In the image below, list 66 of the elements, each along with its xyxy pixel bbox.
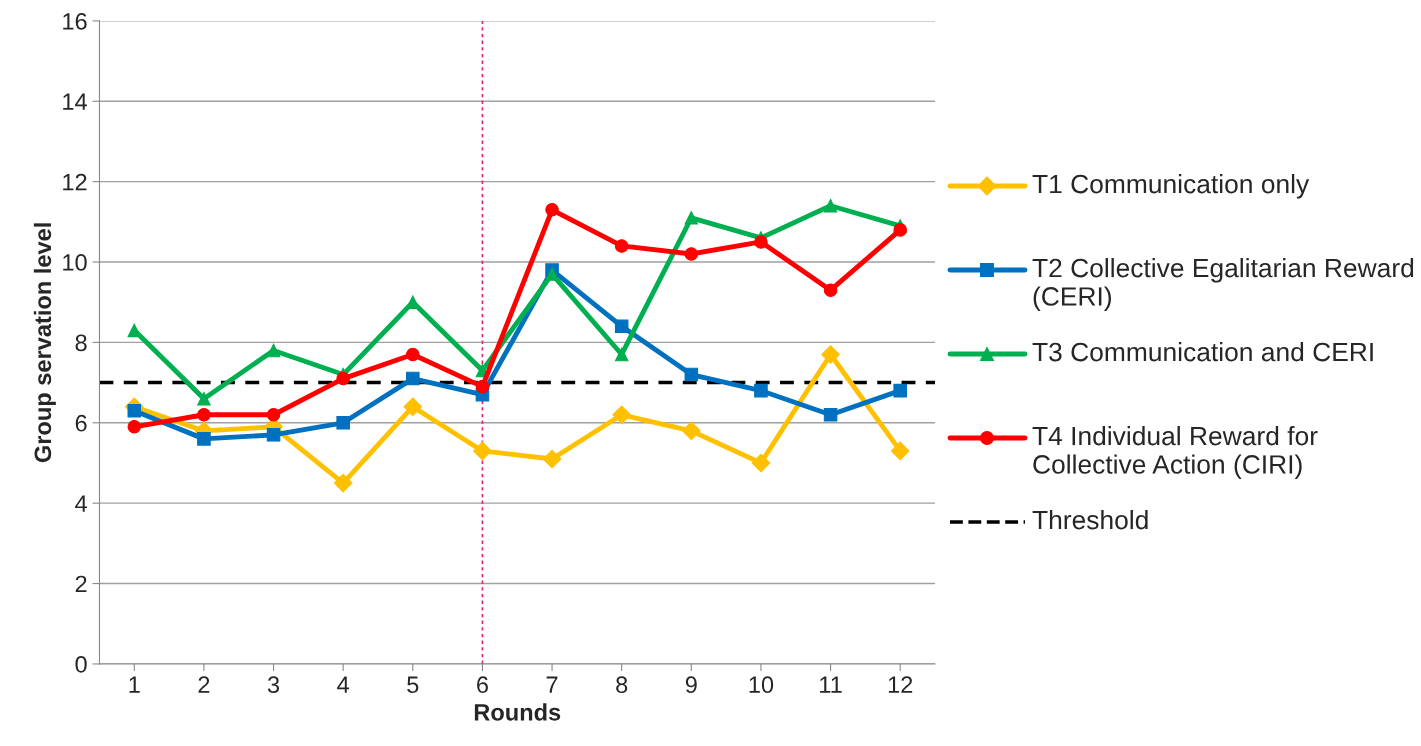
point	[197, 391, 211, 406]
point	[754, 235, 768, 249]
point	[823, 199, 838, 213]
y-tick-label: 14	[63, 93, 87, 110]
y-tick-label: 4	[75, 495, 87, 512]
point	[336, 416, 350, 430]
point	[751, 453, 771, 473]
point	[406, 347, 420, 362]
point	[754, 383, 768, 398]
y-tick-label: 10	[63, 254, 87, 271]
x-tick-label: 12	[888, 676, 913, 693]
point	[893, 223, 907, 237]
point	[127, 403, 142, 418]
x-tick-label: 7	[546, 676, 558, 693]
point	[333, 473, 353, 493]
x-tick-label: 5	[407, 676, 419, 694]
y-tick-label: 6	[75, 414, 87, 432]
x-tick-label: 2	[198, 676, 210, 693]
point	[197, 432, 211, 446]
x-tick-label: 9	[685, 676, 697, 694]
x-tick-label: 3	[267, 676, 280, 694]
legend-label: T4 Individual Reward for Collective Action (CIRI)	[1032, 426, 1318, 480]
point	[197, 407, 211, 422]
legend-label: Threshold	[1032, 510, 1148, 530]
legend-label: T3 Communication and CERI	[1032, 342, 1373, 362]
y-tick-label: 0	[75, 656, 87, 673]
point	[473, 441, 492, 461]
point	[545, 267, 559, 281]
point	[127, 420, 142, 434]
point	[475, 379, 490, 394]
point	[612, 405, 632, 425]
point	[266, 407, 281, 422]
point	[614, 347, 629, 362]
point	[336, 371, 350, 386]
point	[403, 397, 423, 417]
y-tick-label: 16	[63, 12, 87, 30]
y-tick-label: 8	[75, 334, 87, 352]
y-tick-label: 2	[75, 575, 87, 593]
point	[406, 371, 420, 386]
point	[681, 421, 701, 441]
point	[406, 295, 420, 309]
x-tick-label: 10	[749, 676, 774, 694]
x-tick-label: 8	[616, 676, 628, 694]
point	[266, 343, 281, 358]
x-tick-label: 4	[337, 676, 350, 693]
x-tick-label: 1	[129, 676, 140, 693]
x-axis-title: Rounds	[474, 703, 561, 721]
x-tick-label: 6	[477, 676, 488, 694]
point	[821, 345, 840, 364]
point	[614, 319, 629, 334]
point	[684, 247, 699, 261]
y-tick-label: 12	[63, 173, 87, 191]
point	[893, 383, 907, 398]
point	[542, 449, 562, 469]
point	[684, 211, 699, 225]
x-tick-label: 11	[820, 676, 842, 693]
point	[545, 203, 559, 217]
point	[614, 239, 629, 253]
point	[266, 428, 281, 442]
point	[890, 441, 910, 461]
legend-label: T1 Communication only	[1032, 174, 1310, 199]
legend-label: T2 Collective Egalitarian Reward (CERI)	[1032, 258, 1414, 312]
point	[823, 407, 838, 422]
point	[684, 367, 699, 382]
point	[823, 283, 838, 297]
y-axis-title: Group servation level	[33, 223, 56, 463]
